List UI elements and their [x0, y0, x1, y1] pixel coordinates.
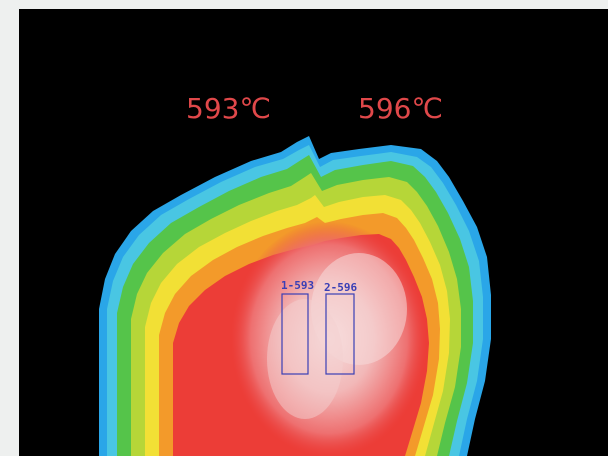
roi-box-1	[281, 293, 309, 375]
roi-tag-1: 1-593	[281, 279, 315, 292]
thermal-heatmap	[99, 136, 491, 456]
temperature-label-2: 596℃	[358, 92, 443, 125]
thermal-image-frame: 593℃ 596℃ 1-593 2-596	[19, 9, 608, 456]
temperature-label-1: 593℃	[186, 92, 271, 125]
roi-tag-2: 2-596	[324, 281, 358, 294]
zone-core-hot-left	[267, 299, 343, 419]
roi-box-2	[325, 293, 355, 375]
